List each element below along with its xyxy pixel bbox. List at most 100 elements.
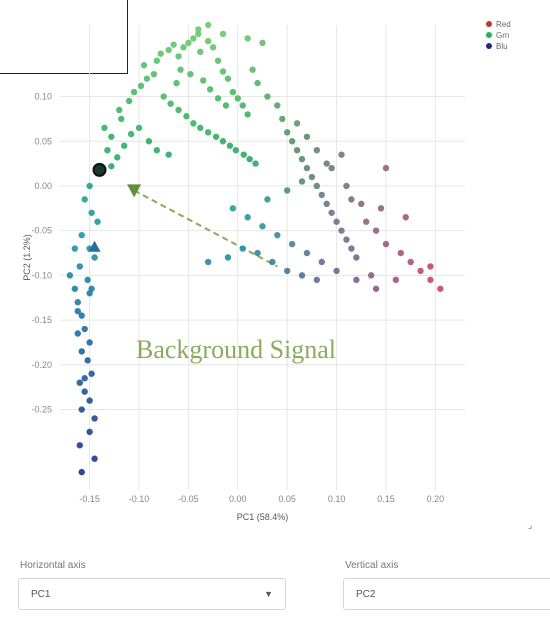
- x-axis-select[interactable]: PC1 ▼: [18, 578, 286, 610]
- data-point: [259, 39, 266, 47]
- data-point: [348, 196, 355, 203]
- resize-handle[interactable]: ⌟: [528, 520, 533, 530]
- data-point: [229, 88, 237, 96]
- data-point: [313, 182, 321, 190]
- data-point: [244, 35, 251, 42]
- data-point: [204, 21, 212, 29]
- data-point: [333, 218, 340, 225]
- data-point: [197, 124, 204, 132]
- data-point: [288, 138, 296, 145]
- legend-swatch: [486, 43, 492, 49]
- data-point: [293, 146, 301, 154]
- data-point: [88, 209, 95, 216]
- legend-swatch: [486, 32, 492, 38]
- data-point: [348, 245, 355, 252]
- data-point: [234, 95, 242, 102]
- data-point: [76, 263, 83, 270]
- data-point: [81, 375, 88, 382]
- x-axis-ticks: -0.15 -0.10 -0.05 0.00 0.05 0.10 0.15 0.20: [79, 494, 444, 504]
- y-axis-select[interactable]: PC2: [343, 578, 550, 610]
- data-point: [157, 50, 164, 57]
- data-point: [377, 205, 385, 212]
- data-point: [313, 146, 321, 154]
- data-point: [264, 196, 271, 203]
- y-axis-ticks: 0.10 0.05 0.00 -0.05 -0.10 -0.15 -0.20 -0.25: [31, 92, 52, 415]
- chevron-down-icon: ▼: [264, 589, 273, 599]
- data-point: [94, 218, 101, 225]
- x-axis-select-value: PC1: [31, 588, 51, 600]
- y-tick-label: -0.05: [31, 226, 52, 236]
- data-point: [298, 272, 306, 279]
- data-point: [195, 26, 202, 33]
- x-tick-label: -0.05: [178, 494, 199, 504]
- data-point: [338, 227, 345, 234]
- data-point: [407, 258, 414, 266]
- data-point: [417, 267, 424, 275]
- data-point: [219, 138, 227, 145]
- data-point: [88, 285, 95, 292]
- x-tick-label: -0.15: [79, 494, 100, 504]
- data-point: [160, 93, 167, 100]
- data-point: [81, 388, 88, 395]
- data-point: [252, 160, 259, 167]
- data-point: [204, 258, 212, 266]
- data-point: [298, 178, 306, 185]
- data-point: [200, 77, 207, 84]
- data-point: [190, 35, 197, 42]
- data-point: [187, 70, 194, 78]
- data-point: [71, 285, 79, 292]
- data-point: [318, 258, 325, 266]
- data-point: [283, 187, 291, 194]
- y-tick-label: -0.10: [31, 270, 52, 280]
- data-point: [246, 155, 253, 163]
- x-axis-control-label: Horizontal axis: [20, 560, 86, 571]
- data-point: [91, 254, 98, 261]
- data-point: [427, 263, 434, 270]
- data-point: [254, 79, 261, 87]
- data-point: [298, 155, 306, 163]
- data-point: [140, 62, 148, 69]
- data-point: [165, 46, 172, 54]
- data-point: [343, 236, 350, 243]
- data-point: [328, 209, 335, 216]
- data-point: [177, 66, 184, 73]
- data-point: [135, 124, 143, 132]
- data-point: [185, 39, 192, 47]
- data-point: [283, 267, 291, 275]
- data-point: [91, 415, 98, 422]
- plot-grid: [60, 25, 465, 490]
- data-point: [226, 142, 234, 149]
- data-point: [74, 299, 81, 306]
- data-point: [125, 97, 133, 105]
- data-point: [74, 330, 81, 337]
- legend-label: Blu: [496, 42, 508, 51]
- data-point: [86, 339, 93, 346]
- legend-label: Red: [496, 20, 511, 29]
- data-point: [78, 468, 85, 476]
- data-point: [86, 397, 93, 404]
- highlighted-point: [92, 162, 107, 177]
- data-point: [222, 102, 230, 109]
- data-point: [180, 44, 187, 51]
- data-point: [206, 86, 214, 93]
- data-point: [71, 245, 79, 252]
- data-point: [150, 70, 158, 78]
- centroid-triangle-marker: [88, 240, 101, 252]
- data-point: [239, 102, 246, 109]
- data-point: [303, 133, 311, 140]
- data-point: [78, 348, 85, 355]
- data-point: [288, 240, 296, 248]
- data-point: [214, 57, 222, 64]
- legend: Red Grn Blu: [486, 20, 511, 51]
- data-point: [121, 142, 128, 149]
- data-point: [190, 120, 197, 127]
- data-point: [88, 370, 95, 377]
- trend-line: [133, 189, 278, 268]
- data-point: [114, 154, 121, 161]
- x-tick-label: 0.00: [229, 494, 247, 504]
- data-point: [372, 227, 380, 234]
- data-point: [318, 191, 325, 199]
- data-point: [353, 276, 360, 284]
- y-axis-title: PC2 (1.2%): [22, 234, 32, 281]
- data-point: [274, 231, 281, 239]
